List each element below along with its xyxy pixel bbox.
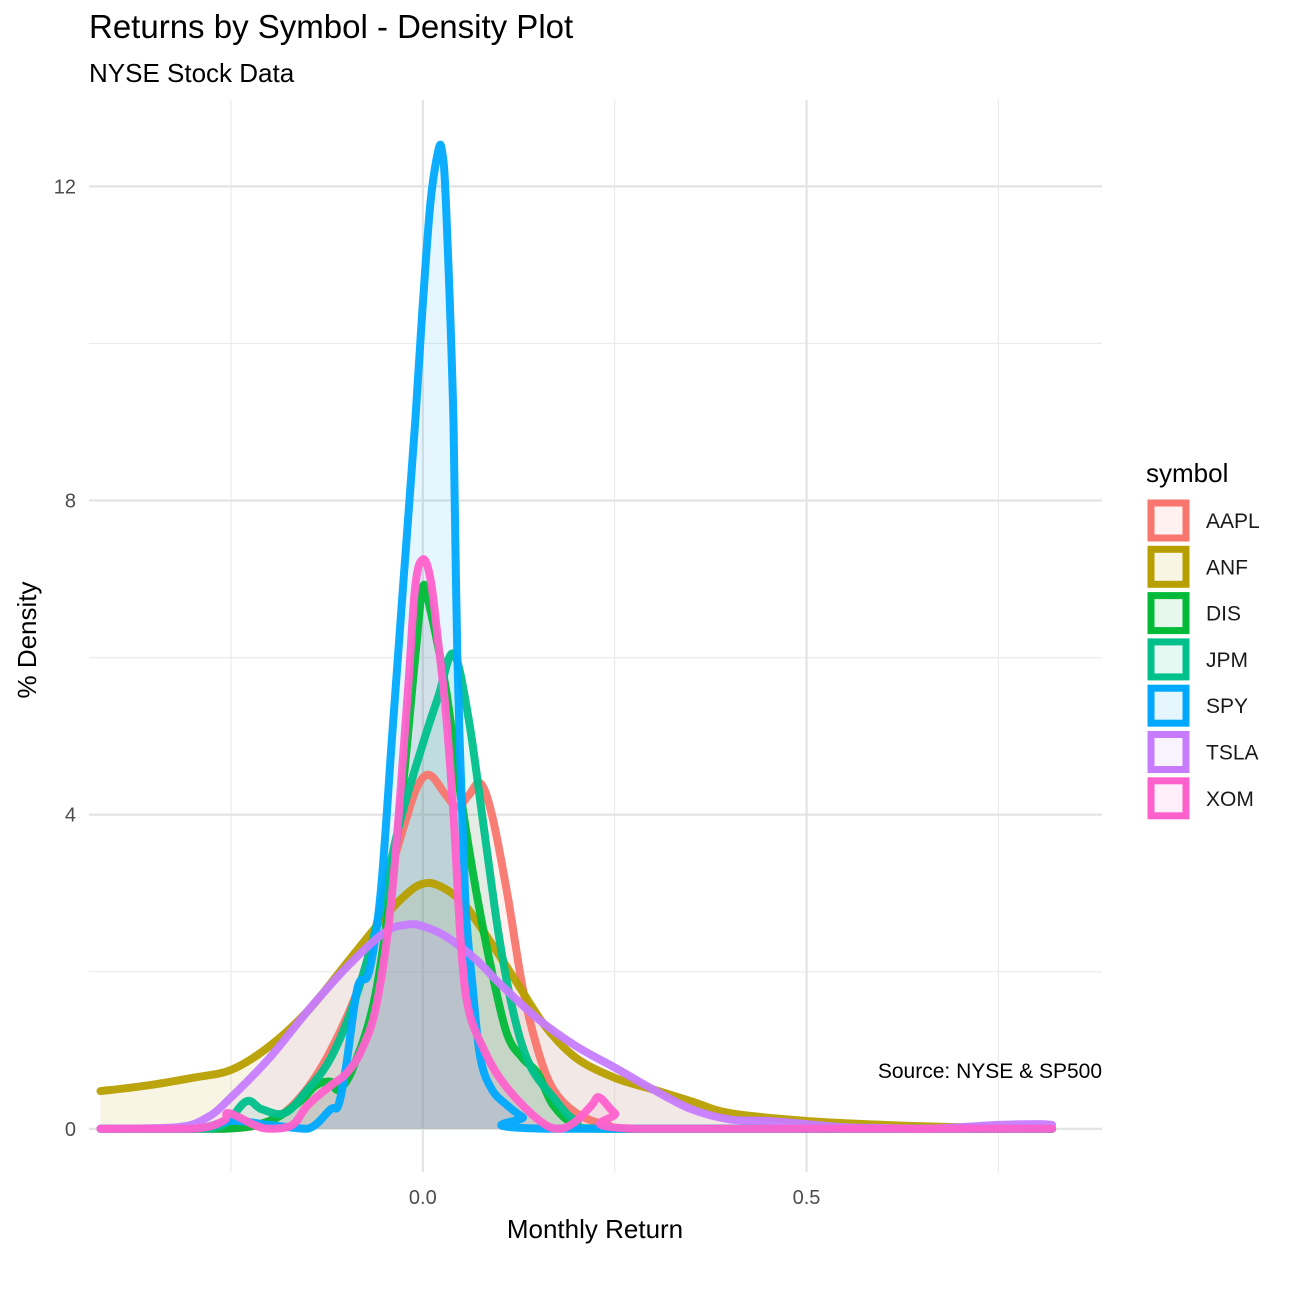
density-line-xom	[96, 555, 1057, 1133]
density-line-jpm	[96, 649, 1057, 1133]
legend-label: SPY	[1206, 695, 1248, 718]
legend-label: ANF	[1206, 556, 1248, 579]
legend-label: TSLA	[1206, 742, 1259, 765]
density-fill-spy	[100, 144, 1053, 1129]
chart-title: Returns by Symbol - Density Plot	[89, 8, 574, 45]
tick-labels: 0.0 0.5 0 4 8 12	[54, 176, 821, 1209]
legend-item-jpm: JPM	[1147, 638, 1248, 681]
legend-label: JPM	[1206, 649, 1248, 672]
legend-item-tsla: TSLA	[1147, 731, 1259, 773]
chart-caption: Source: NYSE & SP500	[877, 1060, 1102, 1083]
legend-title: symbol	[1146, 458, 1228, 488]
density-line-spy	[96, 140, 1057, 1133]
legend-key	[1147, 777, 1190, 820]
x-tick-label: 0.5	[793, 1187, 821, 1209]
legend-key	[1147, 545, 1190, 588]
y-tick-label: 0	[65, 1119, 76, 1141]
legend-key	[1147, 638, 1190, 681]
grid-lines	[89, 100, 1102, 1172]
legend-item-anf: ANF	[1147, 545, 1248, 588]
legend-key	[1147, 684, 1190, 727]
x-tick-label: 0.0	[409, 1187, 437, 1209]
legend-key	[1147, 731, 1190, 773]
legend-item-aapl: AAPL	[1147, 499, 1260, 542]
legend-key	[1147, 592, 1190, 635]
legend-item-xom: XOM	[1147, 777, 1254, 820]
legend-label: AAPL	[1206, 510, 1260, 533]
legend-key	[1147, 499, 1190, 542]
x-axis-title: Monthly Return	[507, 1214, 683, 1244]
y-tick-label: 12	[54, 176, 76, 198]
chart-subtitle: NYSE Stock Data	[89, 58, 295, 88]
legend-item-dis: DIS	[1147, 592, 1241, 635]
legend-item-spy: SPY	[1147, 684, 1248, 727]
density-fills	[100, 144, 1053, 1129]
density-lines	[96, 140, 1057, 1133]
density-fill-anf	[100, 882, 1053, 1129]
y-tick-label: 4	[65, 805, 76, 827]
legend: symbol AAPL ANF DIS JPM SPY TSLA XOM	[1146, 458, 1260, 820]
y-tick-label: 8	[65, 491, 76, 513]
y-axis-title: % Density	[12, 581, 42, 698]
legend-label: XOM	[1206, 788, 1254, 811]
legend-label: DIS	[1206, 603, 1241, 626]
density-fill-tsla	[100, 924, 1053, 1129]
